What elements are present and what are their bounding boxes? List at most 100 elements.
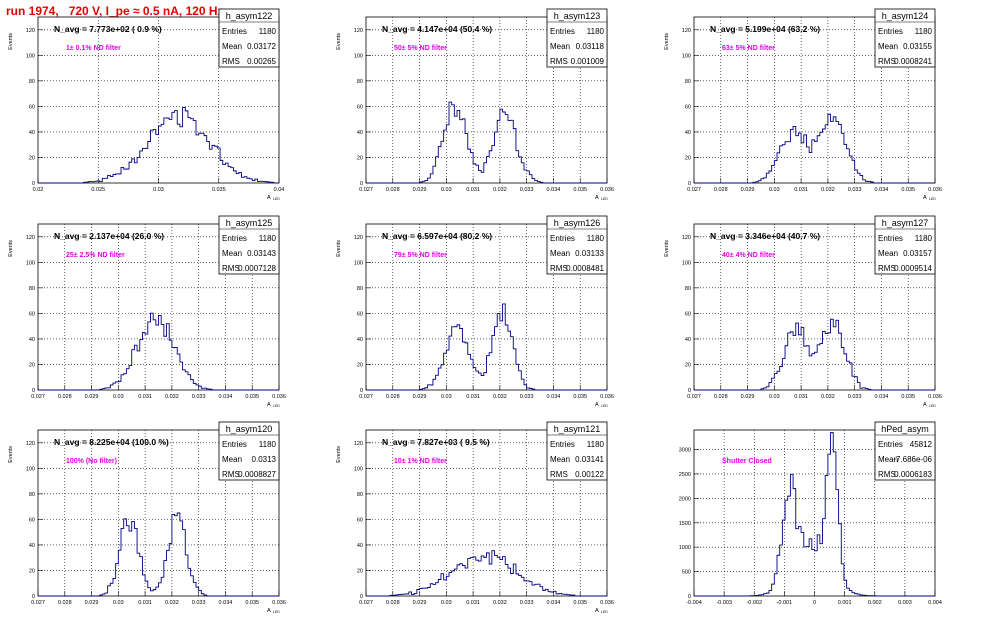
stat-value: 0.0008241 xyxy=(894,57,932,66)
x-tick-label: -0.001 xyxy=(777,600,793,606)
stat-value: 1180 xyxy=(587,27,605,36)
navg-label: N_avg = 6.597e+04 (80.2 %) xyxy=(382,231,492,241)
y-tick-label: 1500 xyxy=(679,521,691,527)
y-axis-title: Events xyxy=(336,446,342,463)
histogram-series xyxy=(38,106,279,184)
y-tick-label: 80 xyxy=(357,286,363,292)
y-tick-label: 100 xyxy=(682,53,691,59)
stat-label: RMS xyxy=(550,470,568,479)
histogram-series xyxy=(366,303,607,391)
plot-frame xyxy=(365,429,608,597)
y-tick-label: 500 xyxy=(682,570,691,576)
y-tick-label: 20 xyxy=(29,568,35,574)
x-tick-label: 0.03 xyxy=(769,187,780,193)
x-tick-label: 0.035 xyxy=(901,187,915,193)
x-tick-label: 0.003 xyxy=(898,600,912,606)
x-tick-label: 0.035 xyxy=(245,600,259,606)
stat-label: Mean xyxy=(878,455,898,464)
stat-label: RMS xyxy=(550,57,568,66)
stat-label: RMS xyxy=(878,470,896,479)
plot-frame xyxy=(37,429,280,597)
y-tick-label: 20 xyxy=(29,362,35,368)
stats-box xyxy=(874,421,936,481)
stat-value: 0.0006183 xyxy=(894,470,932,479)
y-tick-label: 0 xyxy=(360,388,363,394)
x-tick-label: 0.031 xyxy=(466,187,480,193)
y-tick-label: 80 xyxy=(357,492,363,498)
x-tick-label: 0.028 xyxy=(386,394,400,400)
y-tick-label: 80 xyxy=(29,492,35,498)
x-tick-label: 0.03 xyxy=(769,394,780,400)
histogram-name: h_asym122 xyxy=(226,11,273,21)
y-axis-title: Events xyxy=(336,240,342,257)
x-axis-title-sub: LED xyxy=(273,197,280,201)
navg-label: N_avg = 8.225e+04 (100.0 %) xyxy=(54,437,169,447)
y-tick-label: 40 xyxy=(357,130,363,136)
x-tick-label: -0.004 xyxy=(686,600,702,606)
x-tick-label: 0.029 xyxy=(85,600,99,606)
x-tick-label: 0.027 xyxy=(31,600,45,606)
stat-value: 0.00122 xyxy=(575,470,604,479)
stat-value: 1180 xyxy=(587,234,605,243)
x-axis-title: A xyxy=(923,195,927,201)
y-axis-title: Events xyxy=(664,33,670,50)
y-tick-label: 80 xyxy=(29,79,35,85)
x-tick-label: 0.032 xyxy=(493,187,507,193)
x-tick-label: 0.027 xyxy=(687,187,701,193)
stat-value: 1180 xyxy=(915,27,933,36)
x-tick-label: 0.028 xyxy=(58,600,72,606)
y-tick-label: 0 xyxy=(688,594,691,600)
histogram-panel-h_asym127: 0.027 0.028 0.029 0.03 0.031 0.032 0.033 0.034 0… xyxy=(664,215,942,408)
y-tick-label: 40 xyxy=(357,543,363,549)
x-tick-label: 0.028 xyxy=(714,394,728,400)
x-tick-label: 0.031 xyxy=(794,187,808,193)
x-tick-label: 0.034 xyxy=(219,600,233,606)
x-tick-label: -0.003 xyxy=(716,600,732,606)
x-tick-label: 0.03 xyxy=(153,187,164,193)
x-tick-label: 0.025 xyxy=(91,187,105,193)
stat-value: 0.0313 xyxy=(252,455,277,464)
filter-annotation: Shutter Closed xyxy=(722,458,772,465)
x-tick-label: 0.004 xyxy=(928,600,942,606)
stat-value: 0.0008481 xyxy=(566,264,604,273)
x-tick-label: 0.031 xyxy=(138,600,152,606)
x-tick-label: 0.032 xyxy=(165,394,179,400)
histogram-name: h_asym124 xyxy=(882,11,929,21)
stat-label: Entries xyxy=(878,234,903,243)
x-axis-title-sub: LED xyxy=(601,404,608,408)
histogram-series xyxy=(366,101,607,184)
x-tick-label: 0 xyxy=(813,600,816,606)
histogram-panel-h_asym121: 0.027 0.028 0.029 0.03 0.031 0.032 0.033 0.034 0… xyxy=(336,421,614,614)
x-tick-label: 0.03 xyxy=(441,187,452,193)
y-tick-label: 120 xyxy=(682,235,691,241)
stat-label: RMS xyxy=(222,264,240,273)
stat-value: 0.03141 xyxy=(575,455,604,464)
y-tick-label: 120 xyxy=(682,28,691,34)
x-tick-label: 0.034 xyxy=(875,394,889,400)
y-tick-label: 60 xyxy=(357,517,363,523)
stat-value: 1180 xyxy=(259,27,277,36)
plot-frame xyxy=(37,223,280,391)
y-axis-title: Events xyxy=(8,446,14,463)
y-axis-title: Events xyxy=(8,33,14,50)
stat-value: 0.03133 xyxy=(575,249,604,258)
stat-label: Entries xyxy=(222,27,247,36)
y-tick-label: 40 xyxy=(29,130,35,136)
y-tick-label: 40 xyxy=(29,543,35,549)
y-tick-label: 60 xyxy=(29,517,35,523)
stat-value: 45812 xyxy=(910,440,933,449)
stat-value: 0.00265 xyxy=(247,57,276,66)
histogram-series xyxy=(694,432,935,597)
x-tick-label: 0.04 xyxy=(274,187,285,193)
y-tick-label: 20 xyxy=(29,155,35,161)
x-tick-label: 0.035 xyxy=(573,394,587,400)
filter-annotation: 100% (No filter) xyxy=(66,458,117,465)
stat-label: Mean xyxy=(222,455,242,464)
x-tick-label: 0.035 xyxy=(212,187,226,193)
stat-label: Entries xyxy=(550,27,575,36)
y-tick-label: 3000 xyxy=(679,448,691,454)
plot-frame xyxy=(365,16,608,184)
x-tick-label: 0.028 xyxy=(714,187,728,193)
stats-box xyxy=(546,421,608,481)
x-axis-title: A xyxy=(595,608,599,614)
